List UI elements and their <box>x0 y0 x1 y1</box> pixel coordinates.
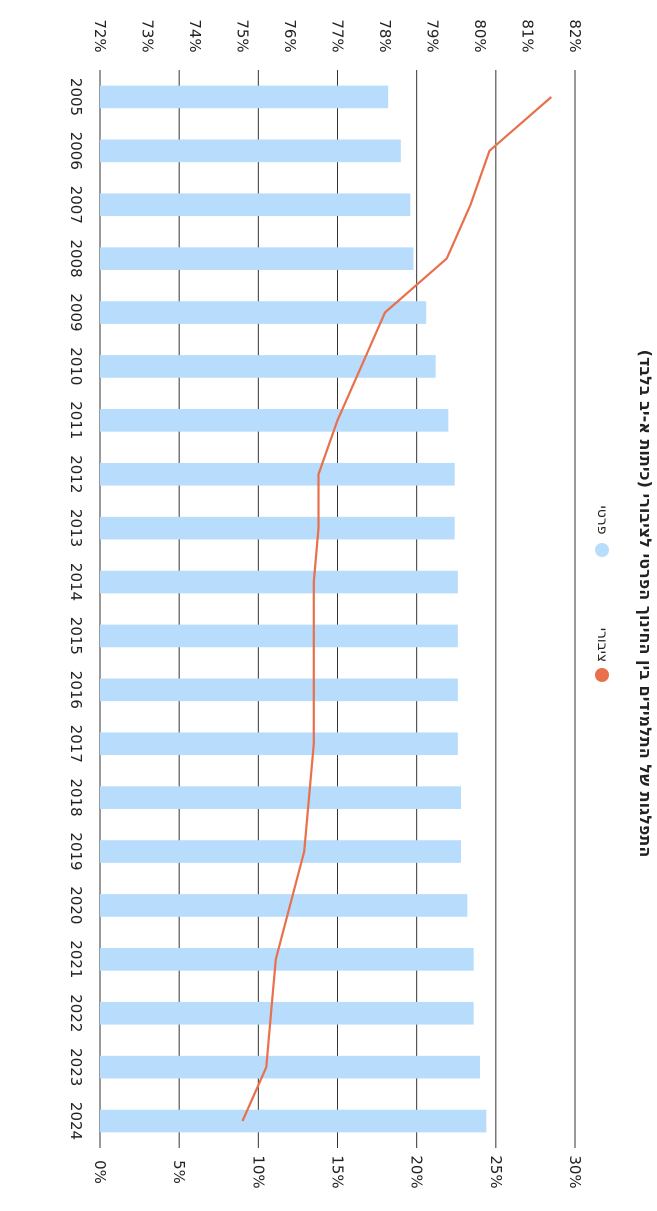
category-label-2006: 2006 <box>67 132 85 170</box>
category-label-2008: 2008 <box>67 240 85 278</box>
category-label-2011: 2011 <box>67 401 85 439</box>
bottom-tick-label: 20% <box>408 1155 426 1188</box>
top-tick-label: 78% <box>376 19 394 52</box>
grid-lines <box>100 70 575 1148</box>
top-tick-label: 75% <box>234 19 252 52</box>
bar-2017 <box>100 732 458 755</box>
legend-marker-פרטי <box>595 543 609 557</box>
category-label-2022: 2022 <box>67 994 85 1032</box>
category-label-2012: 2012 <box>67 455 85 493</box>
bar-2012 <box>100 463 455 486</box>
bottom-tick-label: 30% <box>566 1155 584 1188</box>
category-label-2007: 2007 <box>67 186 85 224</box>
category-label-2021: 2021 <box>67 940 85 978</box>
category-label-2023: 2023 <box>67 1048 85 1086</box>
chart-title: התפלגות של התלמידים בין החינוך הפרטי לצי… <box>636 350 655 858</box>
bottom-axis-ticks: 0% 5% 10% 15% 20% 25% 30% <box>91 1155 584 1188</box>
bar-2007 <box>100 193 410 216</box>
category-label-2024: 2024 <box>67 1102 85 1140</box>
bar-2022 <box>100 1002 474 1025</box>
top-tick-label: 79% <box>424 19 442 52</box>
legend: פרטי ציבורי <box>594 506 610 682</box>
bar-2011 <box>100 409 448 432</box>
bar-2020 <box>100 894 467 917</box>
category-label-2009: 2009 <box>67 293 85 331</box>
bar-2013 <box>100 517 455 540</box>
top-tick-label: 72% <box>91 19 109 52</box>
bar-2019 <box>100 840 461 863</box>
bar-2018 <box>100 786 461 809</box>
category-label-2016: 2016 <box>67 671 85 709</box>
top-tick-label: 80% <box>471 19 489 52</box>
bar-2021 <box>100 948 474 971</box>
bottom-tick-label: 5% <box>170 1160 188 1184</box>
top-axis-ticks: 72% 73% 74% 75% 76% 77% 78% 79% 80% 81% 82% <box>91 19 584 52</box>
top-tick-label: 81% <box>519 19 537 52</box>
bar-2010 <box>100 355 436 378</box>
bottom-tick-label: 25% <box>487 1155 505 1188</box>
bar-2023 <box>100 1056 480 1079</box>
bar-2005 <box>100 86 388 109</box>
top-tick-label: 74% <box>186 19 204 52</box>
bar-2016 <box>100 679 458 702</box>
category-label-2010: 2010 <box>67 347 85 385</box>
bar-series <box>100 86 486 1133</box>
top-tick-label: 77% <box>329 19 347 52</box>
bottom-tick-label: 10% <box>249 1155 267 1188</box>
bar-2015 <box>100 625 458 648</box>
bar-2009 <box>100 301 426 324</box>
bar-2006 <box>100 140 401 163</box>
top-tick-label: 82% <box>566 19 584 52</box>
category-label-2014: 2014 <box>67 563 85 601</box>
category-label-2020: 2020 <box>67 886 85 924</box>
category-label-2015: 2015 <box>67 617 85 655</box>
bar-2014 <box>100 571 458 594</box>
bottom-tick-label: 15% <box>329 1155 347 1188</box>
legend-label-ציבורי: ציבורי <box>594 628 610 662</box>
legend-marker-ציבורי <box>595 668 609 682</box>
category-labels: 2005 2006 2007 2008 2009 2010 2011 2012 2013 2014… <box>67 78 85 1140</box>
bar-2008 <box>100 247 414 270</box>
bottom-tick-label: 0% <box>91 1160 109 1184</box>
top-tick-label: 73% <box>139 19 157 52</box>
top-tick-label: 76% <box>281 19 299 52</box>
category-label-2019: 2019 <box>67 832 85 870</box>
legend-label-פרטי: פרטי <box>594 506 610 535</box>
category-label-2013: 2013 <box>67 509 85 547</box>
category-label-2018: 2018 <box>67 779 85 817</box>
category-label-2005: 2005 <box>67 78 85 116</box>
bar-2024 <box>100 1110 486 1133</box>
category-label-2017: 2017 <box>67 725 85 763</box>
